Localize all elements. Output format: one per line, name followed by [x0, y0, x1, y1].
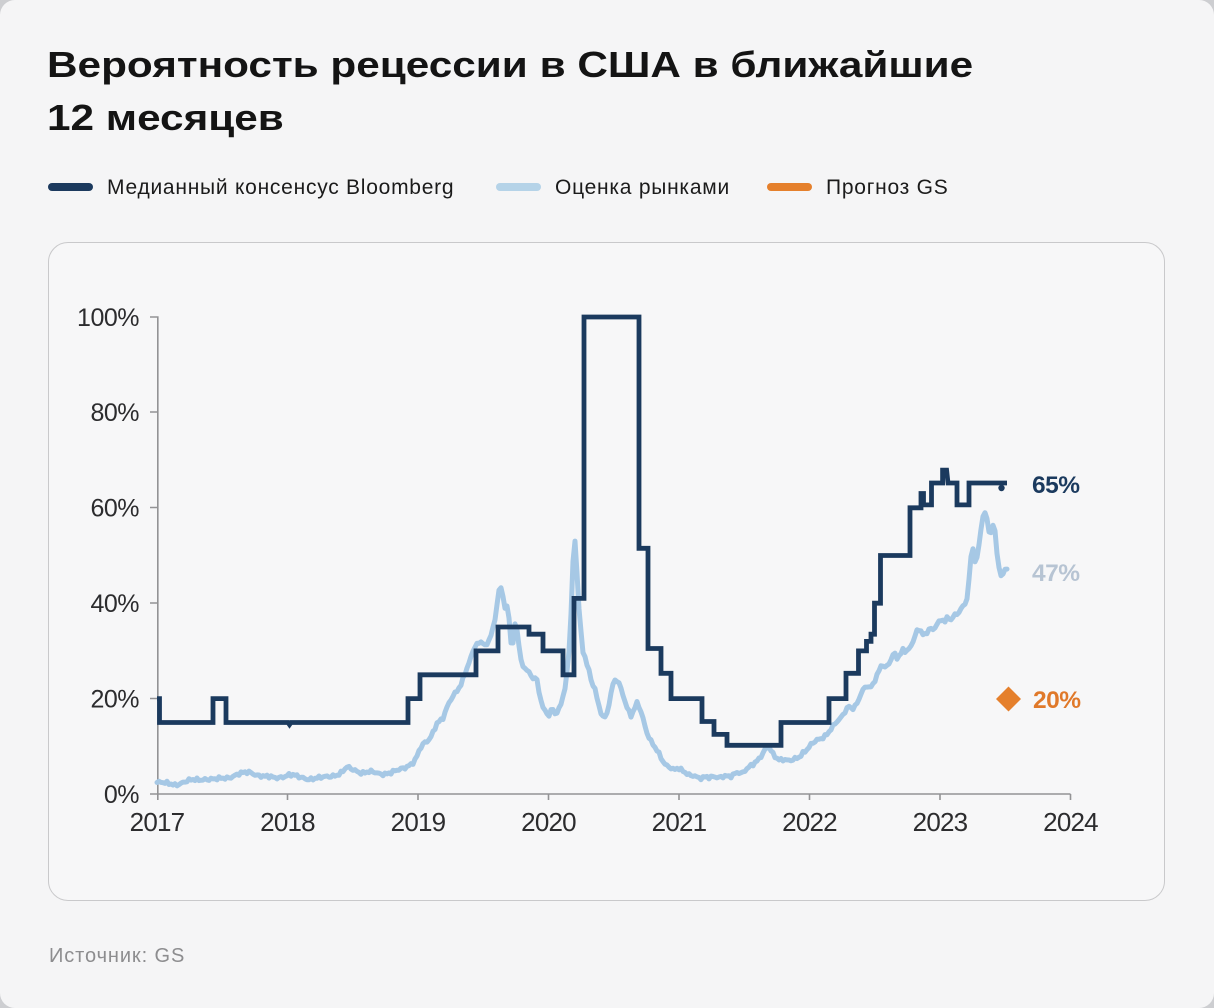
- svg-text:0%: 0%: [104, 781, 139, 809]
- svg-text:2020: 2020: [521, 807, 576, 837]
- svg-text:60%: 60%: [90, 495, 139, 523]
- svg-text:2023: 2023: [913, 807, 968, 837]
- svg-text:20%: 20%: [90, 686, 139, 714]
- svg-text:40%: 40%: [90, 590, 139, 618]
- svg-text:80%: 80%: [90, 399, 139, 427]
- svg-text:2022: 2022: [782, 807, 837, 837]
- svg-text:2018: 2018: [260, 807, 315, 837]
- svg-text:65%: 65%: [1032, 472, 1080, 499]
- svg-text:2017: 2017: [130, 807, 185, 837]
- svg-text:100%: 100%: [77, 304, 139, 332]
- svg-text:47%: 47%: [1032, 560, 1080, 587]
- svg-text:20%: 20%: [1033, 687, 1081, 714]
- svg-text:2021: 2021: [652, 807, 707, 837]
- svg-text:2024: 2024: [1043, 807, 1098, 837]
- svg-text:2019: 2019: [391, 807, 446, 837]
